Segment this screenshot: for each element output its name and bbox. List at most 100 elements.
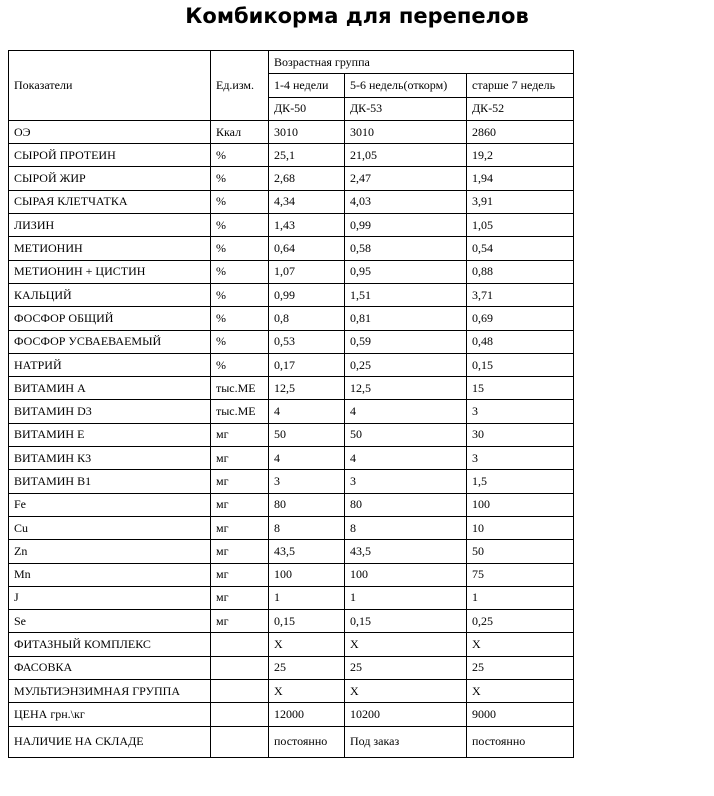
row-unit: % [210,329,269,354]
row-value: 15 [465,376,575,401]
table-row: ФАСОВКА 25 25 25 [8,655,575,681]
row-value: 0,99 [268,282,345,308]
row-value: 80 [268,492,345,517]
row-value: 50 [268,422,345,448]
header-code: ДК-50 [268,96,345,121]
row-value: X [344,632,467,657]
header-indicator: Показатели [8,50,211,121]
feed-table: Показатели Ед.изм. Возрастная группа 1-4… [8,49,575,758]
row-name: Mn [8,562,211,587]
table-row: ФИТАЗНЫЙ КОМПЛЕКС X X X [8,632,575,657]
row-name: СЫРАЯ КЛЕТЧАТКА [8,189,211,215]
row-unit: % [210,259,269,284]
row-name: Fe [8,492,211,517]
row-unit: мг [210,539,269,564]
row-value: X [268,632,345,657]
row-unit: % [210,352,269,378]
row-name: КАЛЬЦИЙ [8,282,211,308]
row-unit: тыс.МЕ [210,376,269,401]
row-name: МЕТИОНИН [8,236,211,261]
header-row: Показатели Ед.изм. Возрастная группа [8,49,575,121]
table-row: Fe мг 80 80 100 [8,492,575,517]
table-row: ЛИЗИН% 1,43 0,99 1,05 [8,213,575,238]
row-value: 3010 [344,119,467,145]
row-name: J [8,585,211,611]
row-unit [210,679,269,704]
row-value: 80 [344,492,467,517]
row-value: X [344,679,467,704]
row-value: 12000 [268,702,345,727]
row-value: 3,91 [465,189,575,215]
row-name: ОЭ [8,119,211,145]
page-title: Комбикорма для перепелов [185,4,529,28]
row-value: 0,95 [344,259,467,284]
row-value: 100 [465,492,575,517]
table-row: МЕТИОНИН + ЦИСТИН% 1,07 0,95 0,88 [8,259,575,284]
row-value: 0,64 [268,236,345,261]
row-value: 21,05 [344,143,467,168]
row-value: 3 [465,399,575,424]
row-unit: % [210,282,269,308]
row-value: 1,51 [344,282,467,308]
table-row: ЦЕНА грн.\кг 12000 10200 9000 [8,702,575,727]
row-name: ФОСФОР УСВАЕВАЕМЫЙ [8,329,211,354]
table-row: СЫРОЙ ЖИР% 2,68 2,47 1,94 [8,166,575,191]
row-name: ВИТАМИН D3 [8,399,211,424]
row-value: 3 [344,469,467,494]
row-value: 4,03 [344,189,467,215]
row-unit: % [210,189,269,215]
row-value: 1 [465,585,575,611]
row-unit: Ккал [210,119,269,145]
row-value: 43,5 [344,539,467,564]
row-value: 50 [344,422,467,448]
row-value: Под заказ [344,725,467,758]
row-value: 1,07 [268,259,345,284]
row-name: Se [8,609,211,634]
header-codes-row: ДК-50 ДК-53 ДК-52 [9,96,575,121]
row-value: 3,71 [465,282,575,308]
row-unit: мг [210,562,269,587]
header-age: 5-6 недель(откорм) [344,73,467,98]
row-value: 25 [465,655,575,681]
row-value: 0,88 [465,259,575,284]
row-value: X [268,679,345,704]
row-name: Zn [8,539,211,564]
row-value: 25 [344,655,467,681]
row-value: 100 [344,562,467,587]
table-row: ОЭ Ккал 3010 3010 2860 [8,119,575,145]
row-unit: % [210,143,269,168]
row-unit: % [210,166,269,191]
row-name: МУЛЬТИЭНЗИМНАЯ ГРУППА [8,679,211,704]
row-name: СЫРОЙ ПРОТЕИН [8,143,211,168]
header-ages-row: 1-4 недели 5-6 недель(откорм) старше 7 н… [9,73,575,98]
row-name: НАЛИЧИЕ НА СКЛАДЕ [8,725,211,758]
row-value: 0,48 [465,329,575,354]
row-value: 1,43 [268,213,345,238]
row-value: 50 [465,539,575,564]
table-row: НАЛИЧИЕ НА СКЛАДЕ постоянно Под заказ посто… [8,725,575,758]
row-value: 1,5 [465,469,575,494]
row-name: НАТРИЙ [8,352,211,378]
header-code: ДК-52 [465,96,575,121]
row-unit [210,632,269,657]
table-row: НАТРИЙ% 0,17 0,25 0,15 [8,352,575,378]
row-value: 1,94 [465,166,575,191]
row-value: 0,15 [465,352,575,378]
row-value: X [465,679,575,704]
row-unit [210,702,269,727]
row-value: 12,5 [268,376,345,401]
row-unit: мг [210,446,269,471]
row-value: 25 [268,655,345,681]
row-name: ВИТАМИН К3 [8,446,211,471]
row-value: 3 [465,446,575,471]
header-unit: Ед.изм. [210,50,269,121]
row-value: X [465,632,575,657]
row-name: ВИТАМИН В1 [8,469,211,494]
row-name: ФИТАЗНЫЙ КОМПЛЕКС [8,632,211,657]
row-value: 0,99 [344,213,467,238]
row-unit: мг [210,469,269,494]
row-name: ЦЕНА грн.\кг [8,702,211,727]
